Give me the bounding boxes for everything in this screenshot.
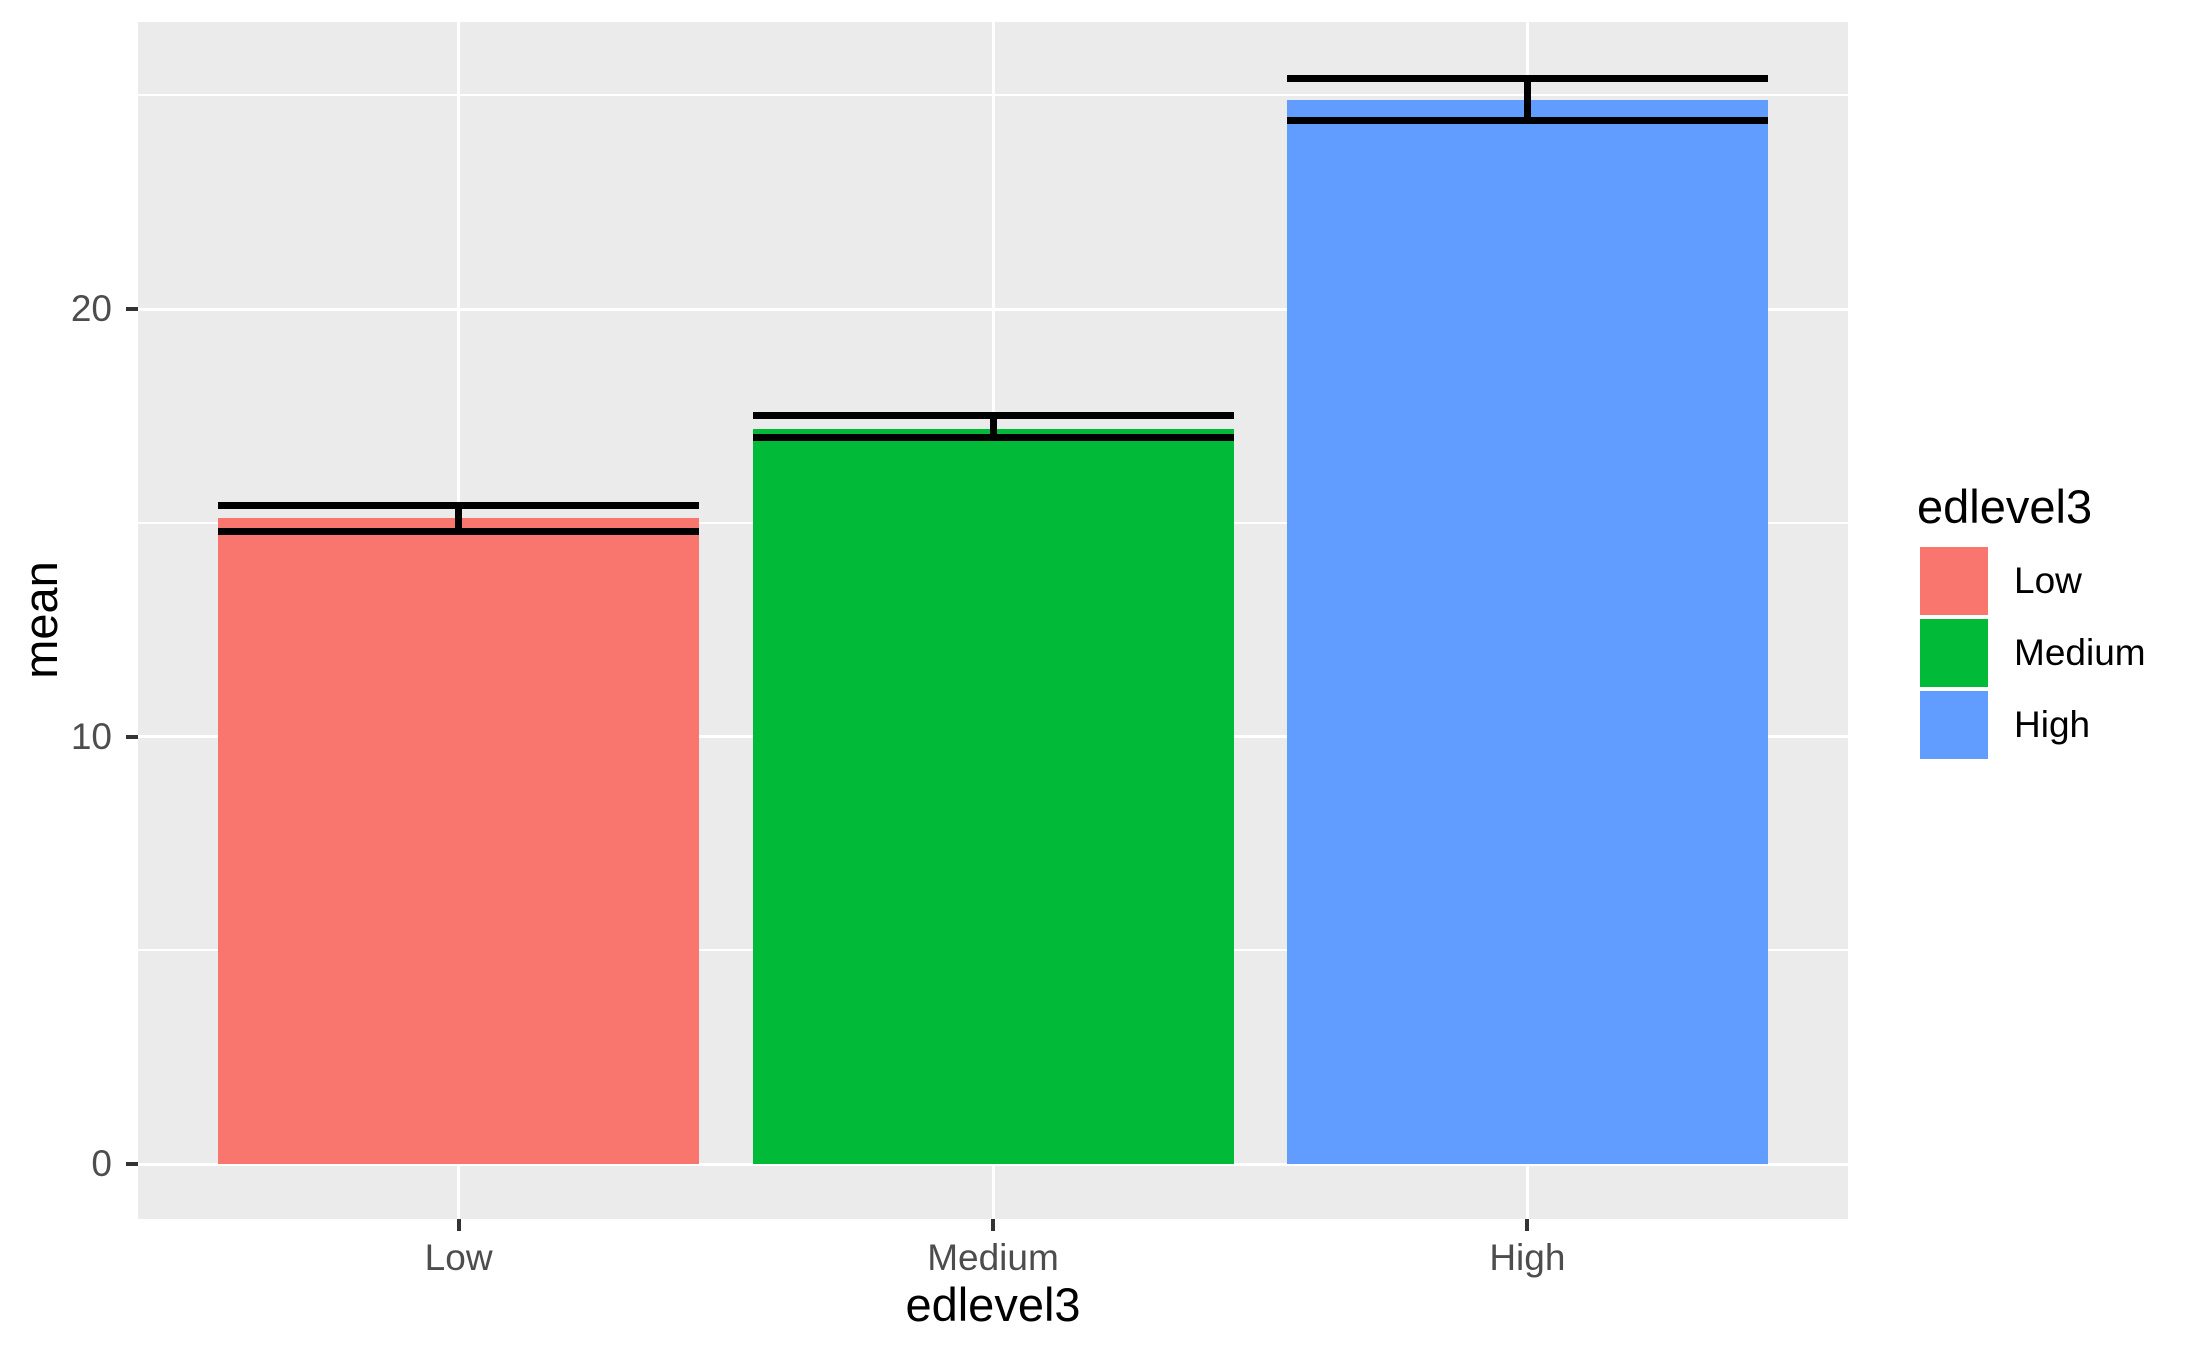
error-bar-stem-low [455,505,463,532]
legend-swatch-low [1920,547,1988,615]
error-bar-bottom-cap-medium [752,433,1234,441]
error-bar-stem-medium [989,415,997,438]
error-bar-top-cap-medium [752,412,1234,420]
y-tick-mark [126,1162,138,1166]
x-tick-mark [1525,1219,1530,1231]
legend-entry-high: High [1920,691,2146,759]
bar-high [1286,99,1768,1164]
y-tick-label: 20 [70,288,112,329]
error-bar-bottom-cap-low [218,527,700,535]
error-bar-stem-high [1523,78,1531,121]
legend-label-low: Low [2014,560,2082,601]
legend-swatch-high [1920,691,1988,759]
error-bar-top-cap-high [1286,74,1768,82]
error-bar-top-cap-low [218,502,700,510]
y-axis-title: mean [14,561,67,679]
x-tick-mark [991,1219,995,1231]
legend-keys: Low Medium High [1920,547,2146,763]
y-tick-label: 10 [70,715,112,757]
x-axis-title: edlevel3 [905,1278,1081,1331]
x-tick-mark [456,1219,461,1231]
legend-title: edlevel3 [1917,480,2093,533]
legend-entry-low: Low [1920,547,2146,615]
y-tick-label: 0 [91,1143,112,1184]
bar-low [218,518,700,1164]
legend-swatch-medium [1920,619,1988,687]
legend-label-medium: Medium [2014,632,2146,673]
x-tick-label-medium: Medium [927,1237,1059,1278]
y-tick-mark [126,307,138,311]
y-tick-mark [126,734,138,739]
error-bar-bottom-cap-high [1286,117,1768,125]
x-tick-label-low: Low [424,1237,493,1278]
x-tick-label-high: High [1489,1237,1566,1278]
bar-medium [752,428,1234,1164]
legend-label-high: High [2014,704,2091,745]
legend-entry-medium: Medium [1920,619,2146,687]
plot-panel [138,22,1848,1219]
